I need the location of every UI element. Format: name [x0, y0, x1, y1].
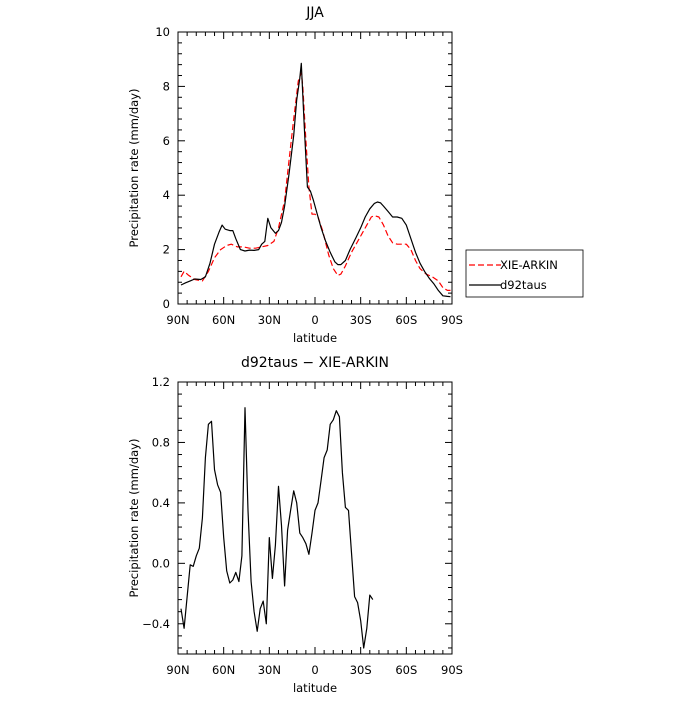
y-tick-label: 0.4 [152, 496, 170, 510]
y-tick-label: 0 [163, 297, 170, 311]
x-tick-label: 60N [212, 313, 235, 327]
legend: XIE-ARKIN d92taus [465, 249, 584, 298]
legend-label: XIE-ARKIN [500, 258, 558, 272]
x-tick-label: 0 [311, 663, 318, 677]
x-tick-label: 60S [395, 663, 417, 677]
y-tick-label: 2 [163, 243, 170, 257]
y-tick-label: −0.4 [142, 617, 170, 631]
y-axis-label: Precipitation rate (mm/day) [127, 89, 141, 248]
legend-label: d92taus [500, 278, 547, 292]
x-tick-label: 90S [441, 313, 463, 327]
y-tick-label: 6 [163, 134, 170, 148]
x-tick-label: 30N [258, 313, 281, 327]
y-axis-label: Precipitation rate (mm/day) [127, 439, 141, 598]
series-line-d92taus [180, 62, 451, 298]
y-tick-label: 4 [163, 188, 170, 202]
y-tick-label: 0.0 [152, 556, 170, 570]
top-chart: 90N 60N 30N 0 30S 60S 90S 0 2 4 6 8 10 JJA latitude Pre… [127, 5, 584, 345]
x-tick-label: 0 [311, 313, 318, 327]
axis-ticks [177, 31, 453, 305]
series-line [180, 407, 374, 649]
x-tick-label: 30N [258, 663, 281, 677]
y-tick-label: 10 [155, 25, 170, 39]
x-tick-label: 90N [166, 313, 189, 327]
x-tick-label: 30S [350, 313, 372, 327]
x-tick-label: 90S [441, 663, 463, 677]
legend-box [465, 249, 584, 298]
y-tick-label: 8 [163, 79, 170, 93]
x-tick-label: 30S [350, 663, 372, 677]
x-tick-label: 60S [395, 313, 417, 327]
bottom-chart: 90N 60N 30N 0 30S 60S 90S −0.4 0.0 0.4 0.8 1.2 d92ta… [127, 355, 463, 695]
chart-title: JJA [305, 5, 324, 21]
y-tick-label: 1.2 [152, 375, 170, 389]
x-axis-label: latitude [293, 681, 337, 695]
x-axis-label: latitude [293, 331, 337, 345]
chart-title: d92taus − XIE-ARKIN [241, 355, 389, 371]
x-tick-label: 90N [166, 663, 189, 677]
x-tick-label: 60N [212, 663, 235, 677]
y-tick-label: 0.8 [152, 435, 170, 449]
axis-ticks [177, 381, 453, 654]
